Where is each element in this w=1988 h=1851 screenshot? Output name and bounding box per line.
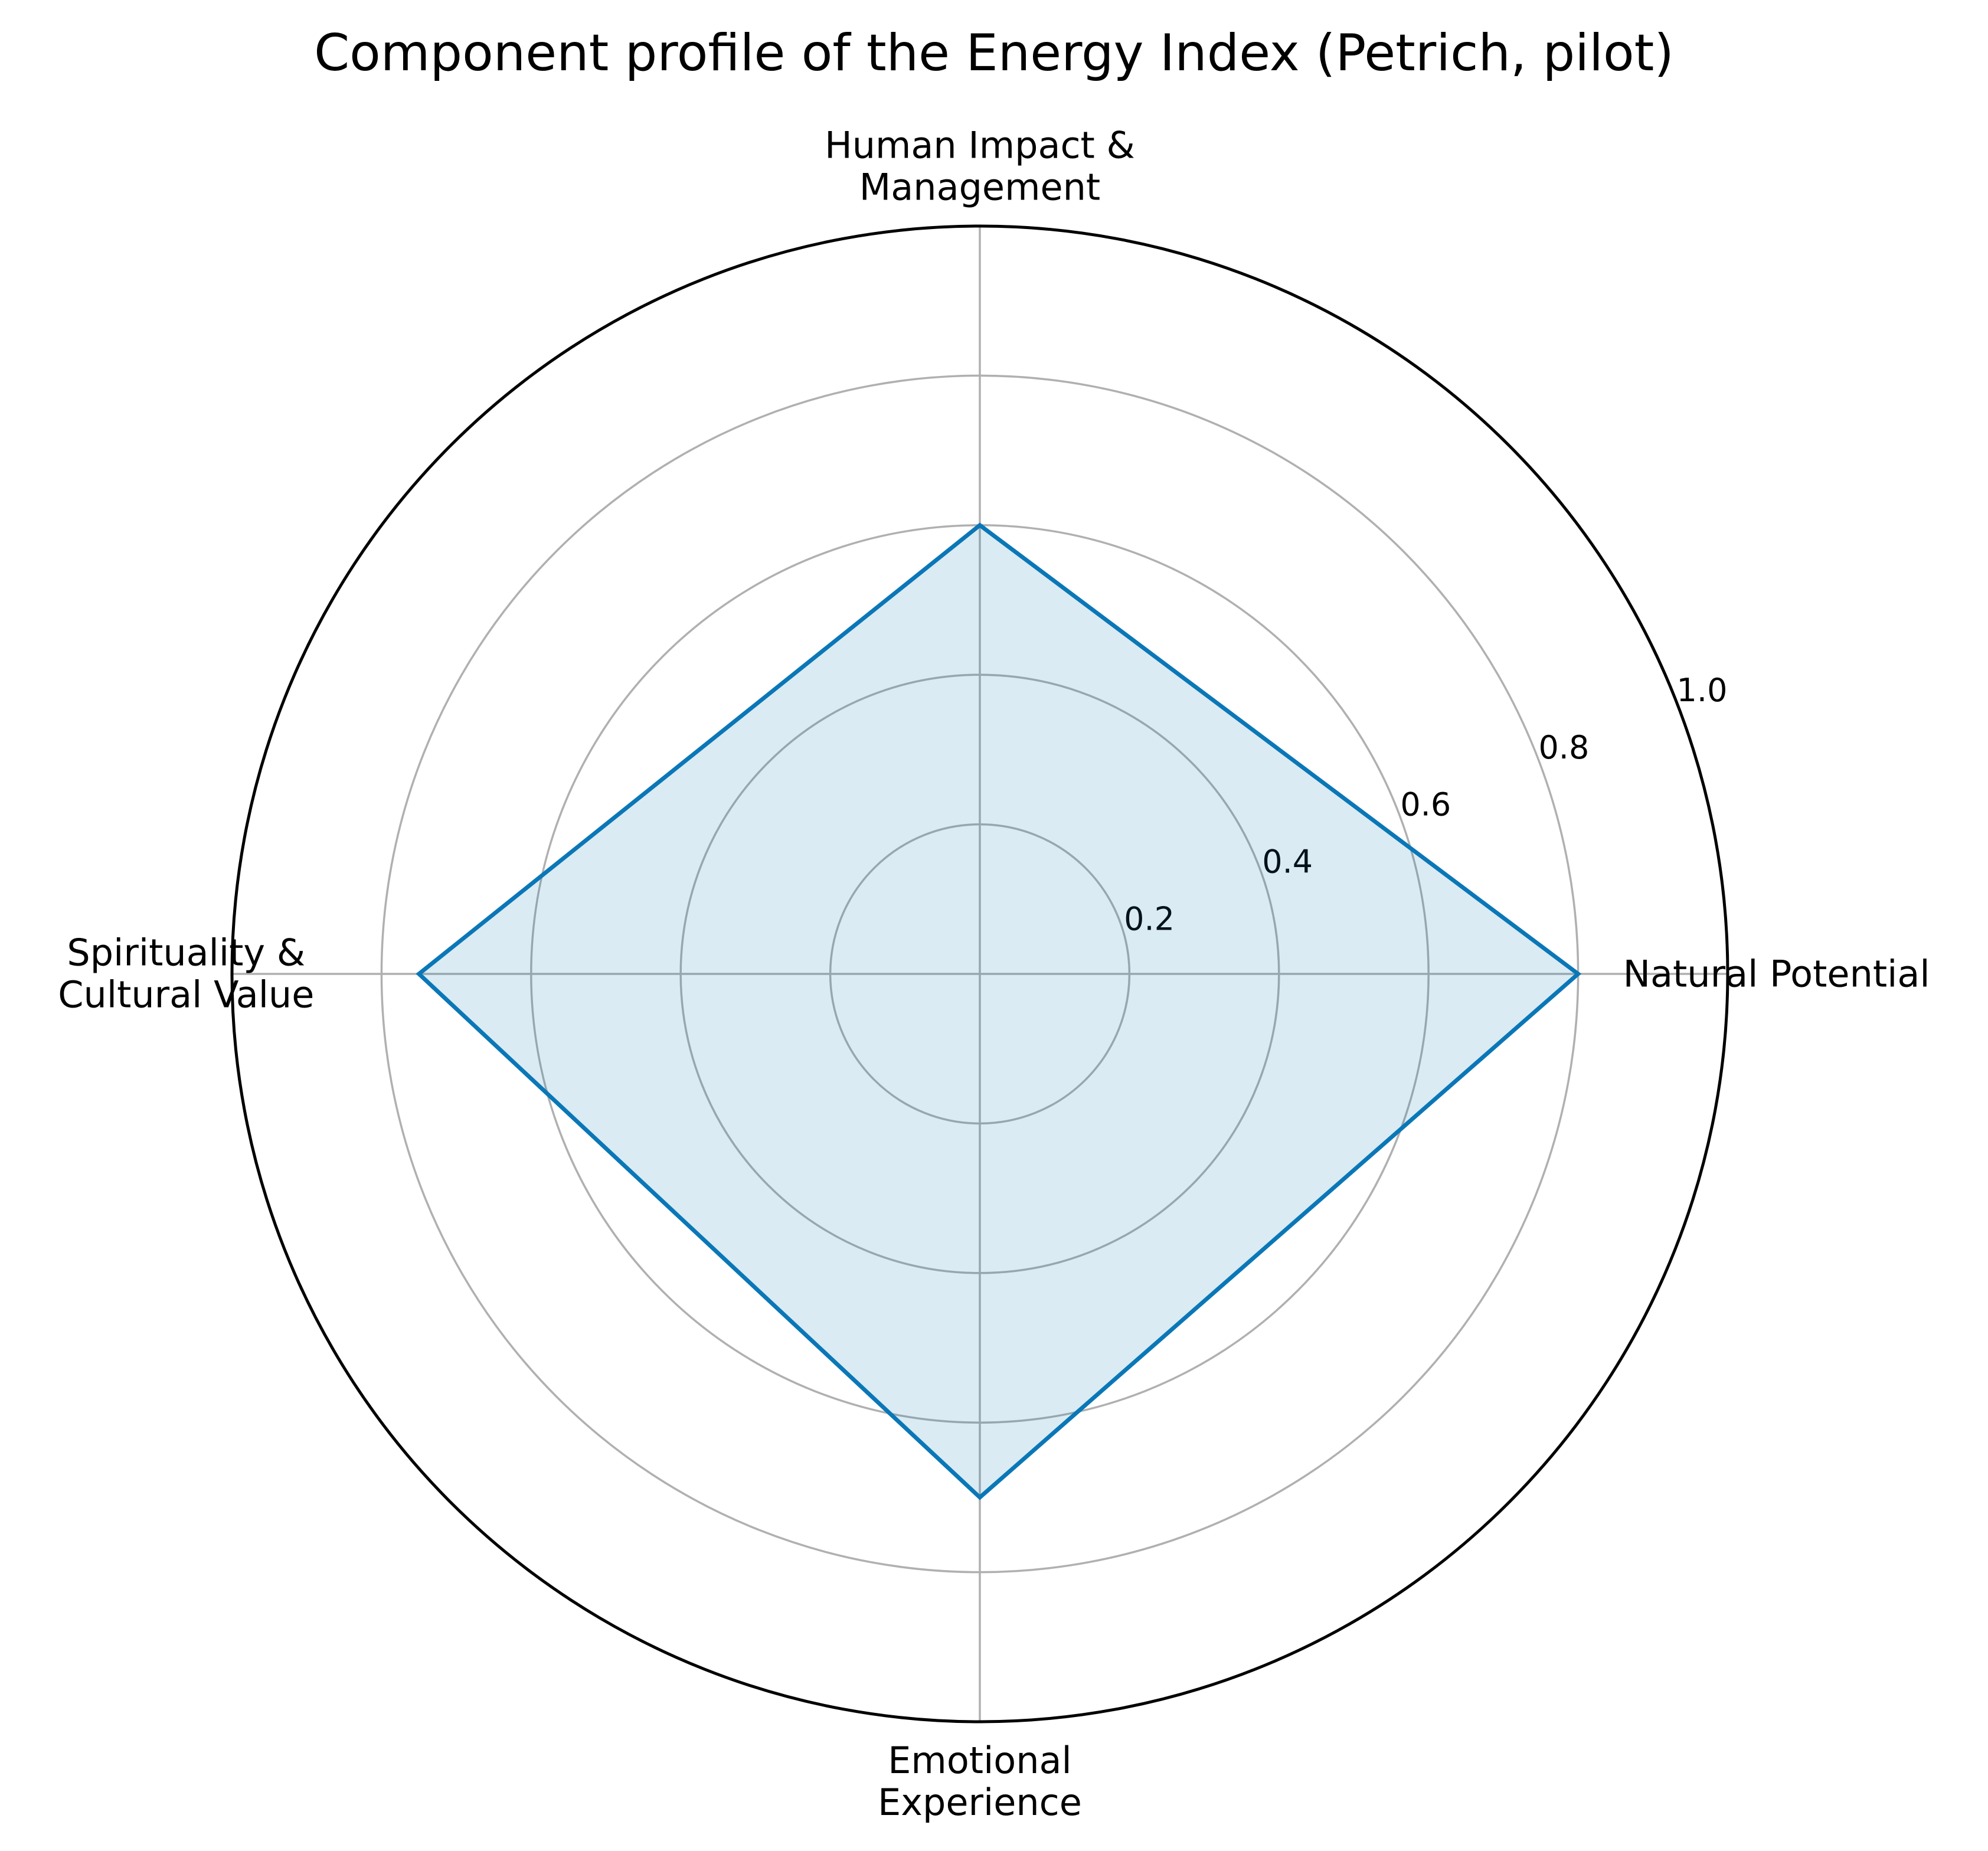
r-tick-label: 0.2 <box>1124 901 1175 938</box>
outer-circle <box>230 224 1729 1724</box>
chart-title: Component profile of the Energy Index (P… <box>314 24 1674 83</box>
r-tick-label: 0.8 <box>1538 729 1589 766</box>
radar-area <box>416 522 1582 1500</box>
r-tick-label: 1.0 <box>1677 672 1728 709</box>
r-tick-label: 0.4 <box>1262 843 1313 881</box>
category-label: Natural Potential <box>1623 952 1930 996</box>
category-label: Human Impact & Management <box>825 123 1135 209</box>
category-label: Emotional Experience <box>878 1739 1082 1824</box>
category-label: Spirituality & Cultural Value <box>58 931 315 1016</box>
grid-ring <box>679 673 1280 1274</box>
r-tick-label: 0.6 <box>1400 786 1451 823</box>
grid-ring <box>829 823 1131 1125</box>
